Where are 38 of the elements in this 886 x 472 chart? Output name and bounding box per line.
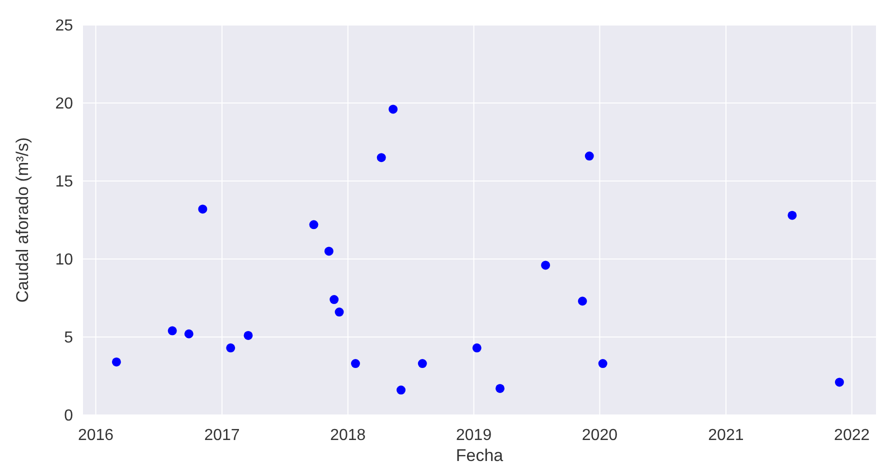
point: [244, 330, 253, 340]
point: [396, 386, 406, 395]
point: [376, 153, 386, 162]
x-tick-label: 2018: [330, 427, 366, 444]
y-tick-label: 0: [64, 408, 74, 425]
point: [496, 384, 505, 393]
x-tick-label: 2016: [78, 427, 114, 444]
point: [226, 343, 236, 352]
x-tick-label: 2022: [834, 427, 870, 444]
y-axis-title: Caudal aforado (m³/s): [13, 137, 32, 303]
y-tick-label: 20: [55, 96, 74, 113]
point: [334, 308, 344, 317]
point: [309, 220, 318, 230]
point: [324, 246, 334, 256]
y-tick-label: 15: [55, 174, 74, 191]
point: [418, 359, 427, 368]
x-tick-label: 2020: [582, 427, 618, 444]
y-tick-label: 10: [55, 252, 74, 269]
point: [584, 152, 594, 161]
point: [184, 329, 194, 338]
point: [472, 343, 482, 352]
x-tick-label: 2017: [204, 427, 240, 444]
point: [598, 359, 608, 368]
x-axis-title: Fecha: [456, 446, 504, 465]
point: [330, 295, 339, 304]
point: [388, 104, 398, 114]
point: [168, 326, 177, 336]
point: [112, 357, 121, 366]
point: [350, 359, 360, 368]
point: [578, 296, 587, 306]
point: [198, 204, 208, 214]
point: [788, 210, 797, 220]
x-tick-label: 2021: [708, 427, 744, 444]
y-tick-label: 25: [55, 18, 74, 35]
x-tick-label: 2019: [456, 427, 492, 444]
y-tick-label: 5: [64, 330, 74, 347]
point: [834, 378, 844, 387]
point: [541, 260, 550, 270]
